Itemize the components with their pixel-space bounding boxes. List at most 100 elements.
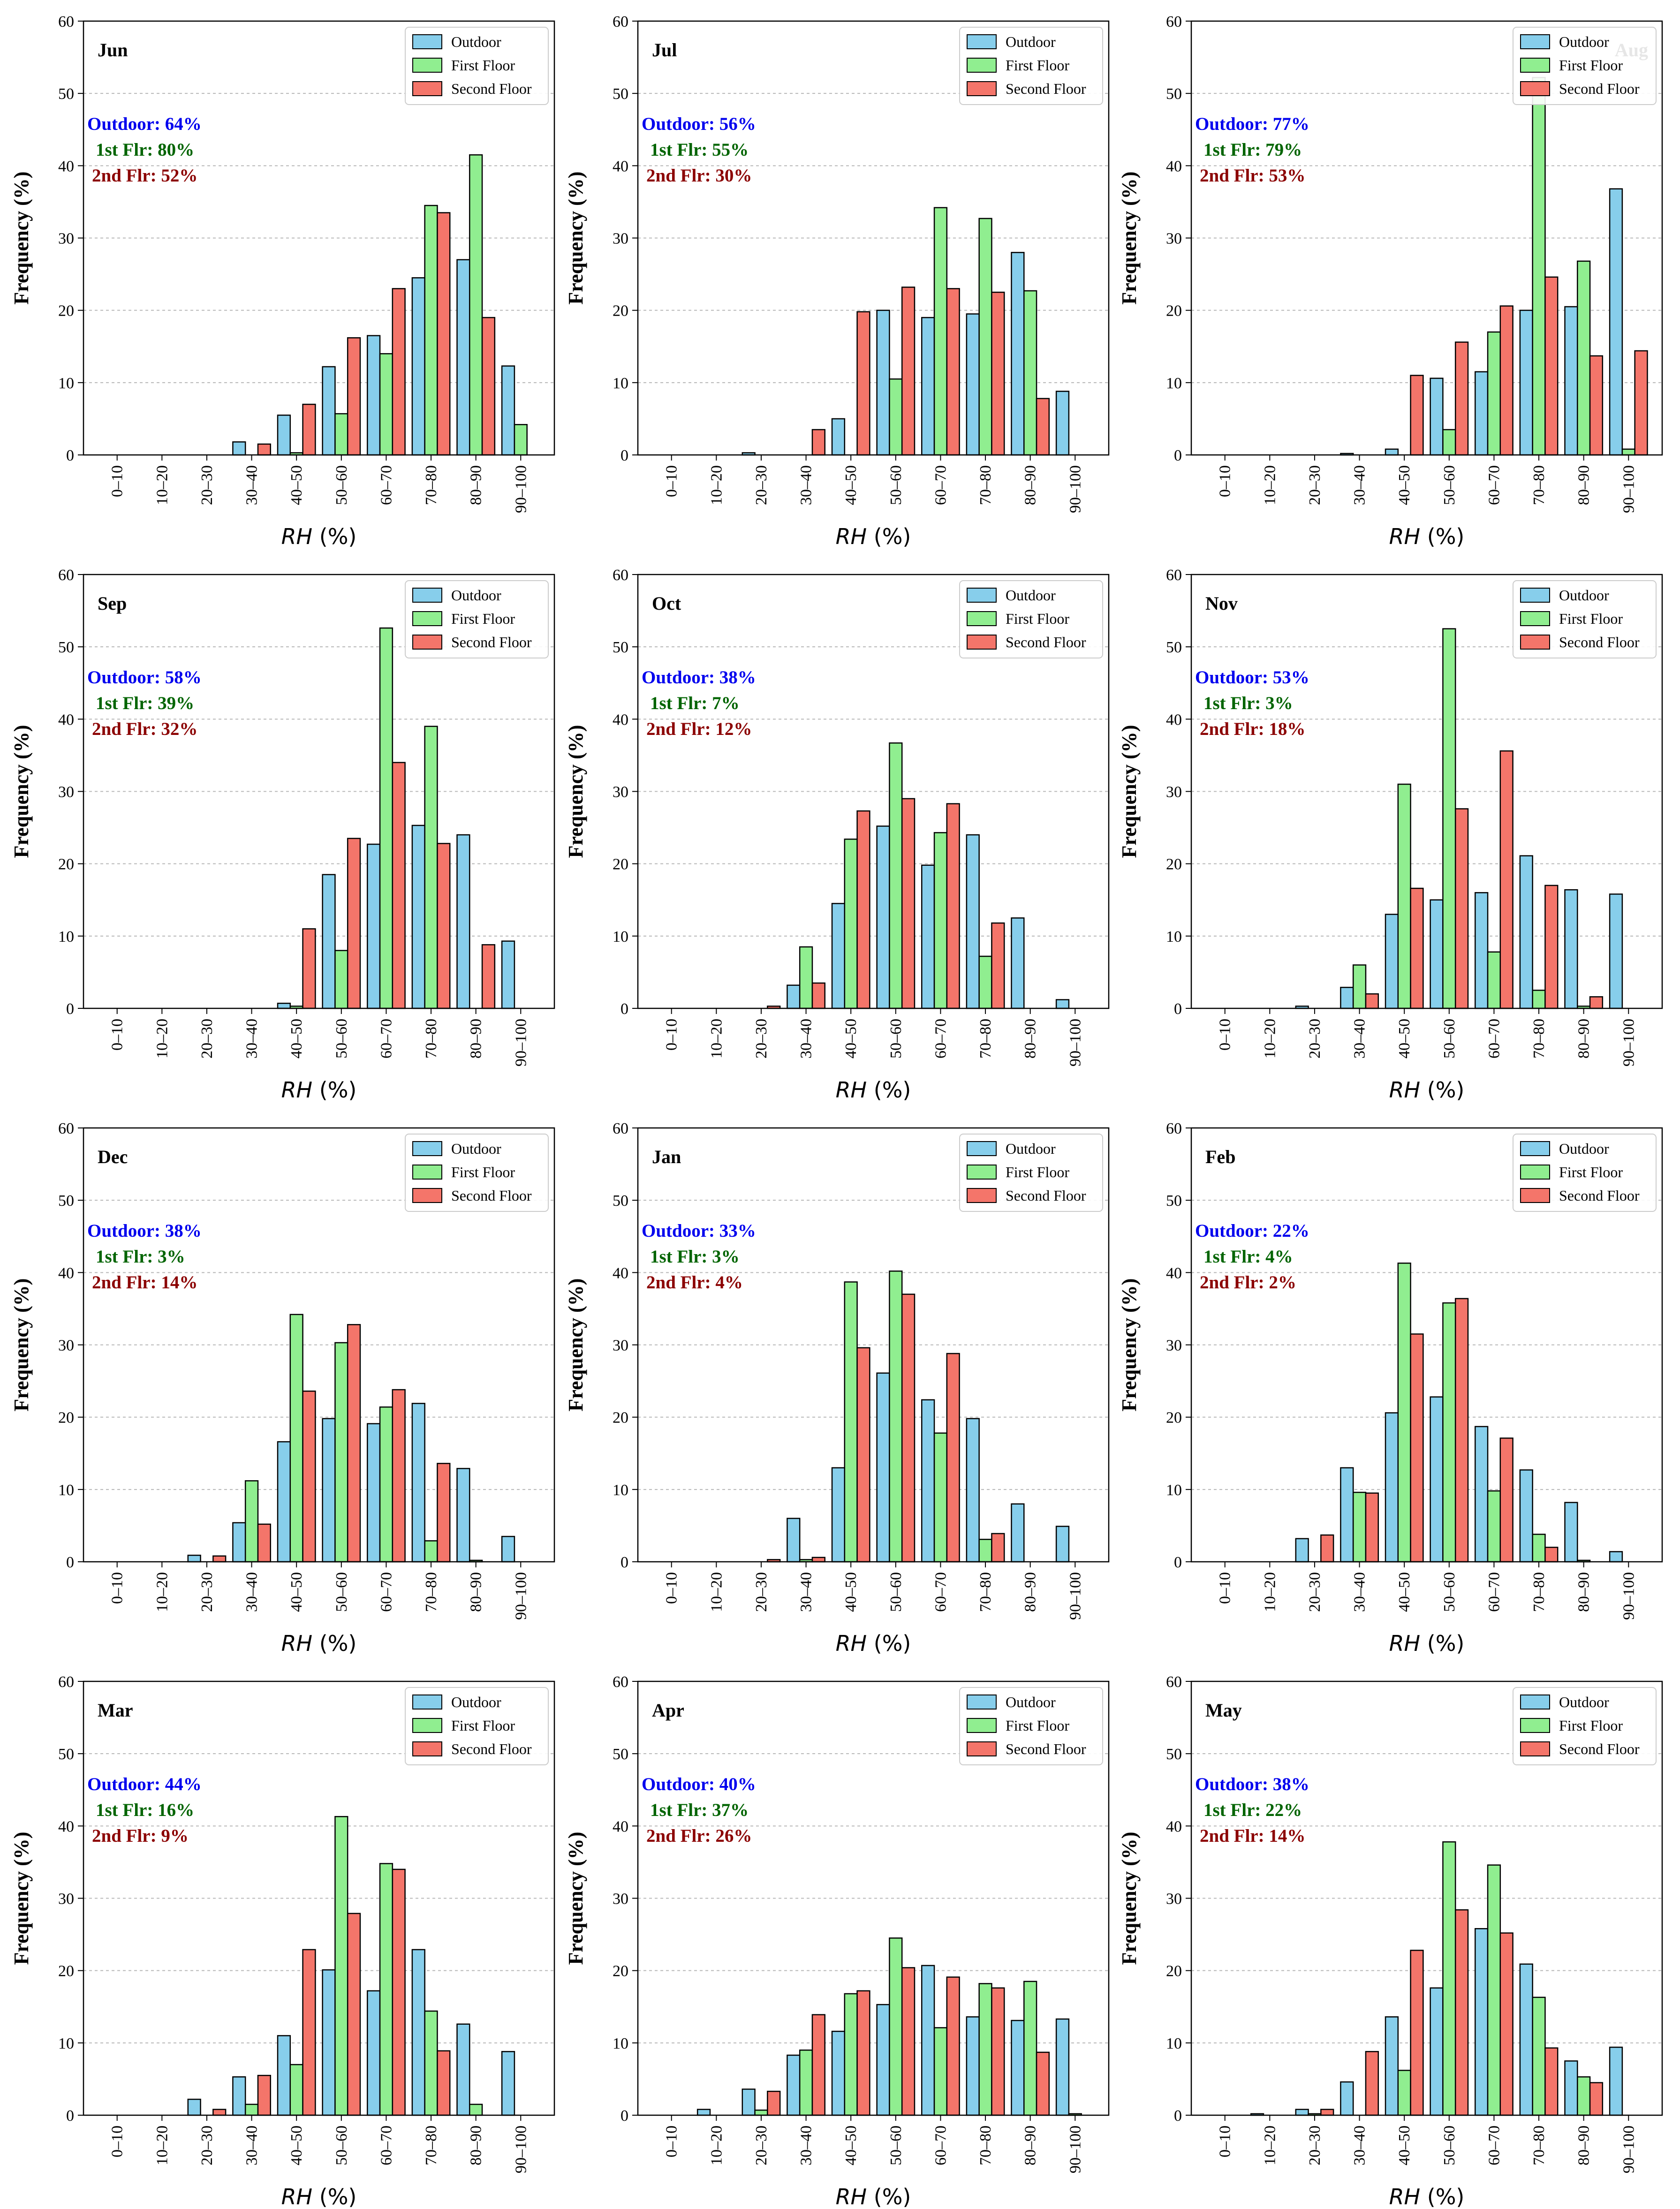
x-axis-title-unit: (%) [1420, 524, 1464, 549]
x-tick-label: 90–100 [1620, 465, 1637, 513]
y-tick-label: 0 [1174, 2107, 1182, 2125]
bar-first-5 [1442, 1302, 1456, 1563]
annotation-first: 1st Flr: 80% [96, 140, 194, 160]
y-tick-label: 30 [58, 1337, 74, 1354]
bar-first-8 [1577, 260, 1591, 456]
y-tick-label: 20 [1166, 856, 1182, 873]
y-tick-label: 30 [613, 784, 628, 801]
x-tick-label: 70–80 [977, 465, 994, 505]
y-tick-label: 20 [58, 1963, 74, 1980]
bar-second-4 [856, 311, 870, 456]
bar-outdoor-7 [966, 1418, 980, 1563]
bar-outdoor-6 [367, 843, 381, 1009]
legend-label-second: Second Floor [1006, 634, 1086, 651]
panel-dec: 0 10 20 30 40 50 60 0–10 10–20 20–30 30–40 40–50 50–… [10, 1120, 555, 1656]
annotation-first: 1st Flr: 39% [96, 693, 194, 713]
x-tick-label: 0–10 [663, 465, 681, 497]
bar-outdoor-8 [1011, 252, 1025, 456]
bar-first-5 [334, 1816, 348, 2116]
x-tick-label: 40–50 [288, 1572, 305, 1612]
y-tick-label: 30 [613, 1891, 628, 1908]
bar-outdoor-5 [1430, 378, 1444, 456]
x-tick-label: 70–80 [977, 2126, 994, 2165]
y-tick-label: 50 [613, 1192, 628, 1210]
bar-second-3 [1365, 993, 1379, 1009]
x-tick-label: 40–50 [288, 2126, 305, 2165]
x-axis-title-var: RH [281, 1631, 313, 1656]
y-tick-label: 30 [1166, 230, 1182, 248]
x-tick-label: 50–60 [1441, 2126, 1458, 2165]
bar-first-7 [978, 218, 992, 456]
y-tick-label: 40 [613, 1264, 628, 1282]
month-label: Oct [652, 593, 681, 614]
legend-label-second: Second Floor [1559, 1187, 1640, 1204]
bar-first-7 [978, 1538, 992, 1563]
bar-outdoor-2 [187, 1554, 201, 1563]
plot-frame [637, 574, 1110, 1009]
legend-label-outdoor: Outdoor [1006, 587, 1056, 604]
x-tick-label: 30–40 [1351, 1019, 1369, 1059]
x-tick-label: 90–100 [1620, 2126, 1637, 2173]
bar-outdoor-5 [1430, 1987, 1444, 2116]
x-tick-label: 30–40 [798, 465, 815, 505]
bar-second-2 [212, 1555, 227, 1563]
x-tick-label: 40–50 [288, 1019, 305, 1059]
x-tick-label: 0–10 [1217, 2126, 1234, 2157]
x-tick-label: 0–10 [1217, 1572, 1234, 1604]
bar-second-2 [1320, 2109, 1334, 2116]
bar-first-7 [1532, 1997, 1546, 2116]
bar-second-3 [811, 429, 825, 456]
annotation-outdoor: Outdoor: 56% [642, 114, 756, 134]
y-tick-label: 40 [613, 158, 628, 175]
bar-first-2 [754, 2109, 768, 2116]
bar-outdoor-6 [367, 1423, 381, 1563]
legend-swatch-outdoor [412, 34, 442, 49]
y-tick-label: 30 [58, 784, 74, 801]
legend-label-first: First Floor [1006, 610, 1069, 627]
x-tick-label: 60–70 [932, 1019, 949, 1059]
bar-second-7 [1544, 276, 1559, 456]
bar-outdoor-8 [1564, 1502, 1578, 1563]
x-tick-label: 70–80 [977, 1572, 994, 1612]
bar-first-5 [1442, 628, 1456, 1009]
x-tick-label: 40–50 [842, 2126, 860, 2165]
x-axis-title-unit: (%) [1420, 1077, 1464, 1103]
plot-frame [83, 1680, 555, 2116]
x-axis-title: RH (%) [1389, 1077, 1465, 1103]
annotation-second: 2nd Flr: 14% [1200, 1826, 1305, 1846]
x-tick-label: 30–40 [243, 1572, 261, 1612]
bar-outdoor-5 [322, 1418, 336, 1563]
bar-second-4 [302, 1949, 316, 2116]
x-tick-label: 90–100 [1067, 2126, 1084, 2173]
annotation-second: 2nd Flr: 14% [92, 1272, 197, 1293]
bar-first-4 [289, 1314, 303, 1563]
x-tick-label: 20–30 [753, 2126, 770, 2165]
y-tick-label: 50 [58, 1192, 74, 1210]
bar-first-7 [978, 1983, 992, 2116]
bar-outdoor-2 [1295, 2109, 1309, 2116]
x-tick-label: 0–10 [663, 1019, 681, 1051]
legend-swatch-outdoor [1520, 34, 1550, 49]
legend-label-outdoor: Outdoor [451, 1140, 501, 1157]
x-axis-title-unit: (%) [867, 524, 911, 549]
month-label: Jul [652, 39, 677, 61]
x-axis-title: RH (%) [1389, 2184, 1465, 2209]
y-tick-label: 20 [613, 1963, 628, 1980]
legend-label-first: First Floor [1006, 1717, 1069, 1734]
y-tick-label: 60 [1166, 13, 1182, 30]
bar-second-6 [946, 288, 960, 456]
bar-first-3 [244, 1480, 259, 1563]
bar-first-7 [1532, 77, 1546, 456]
legend-label-second: Second Floor [1006, 1740, 1086, 1757]
y-tick-label: 60 [58, 1673, 74, 1691]
annotation-second: 2nd Flr: 9% [92, 1826, 189, 1846]
bar-outdoor-6 [1475, 1426, 1489, 1563]
bar-outdoor-4 [1385, 2016, 1399, 2116]
legend-swatch-outdoor [412, 1695, 442, 1710]
bar-outdoor-4 [831, 1467, 846, 1563]
legend-label-second: Second Floor [1559, 80, 1640, 97]
legend-label-first: First Floor [1559, 1717, 1623, 1734]
legend-swatch-second [412, 1741, 442, 1756]
annotation-outdoor: Outdoor: 22% [1195, 1221, 1309, 1241]
y-tick-label: 30 [1166, 1891, 1182, 1908]
